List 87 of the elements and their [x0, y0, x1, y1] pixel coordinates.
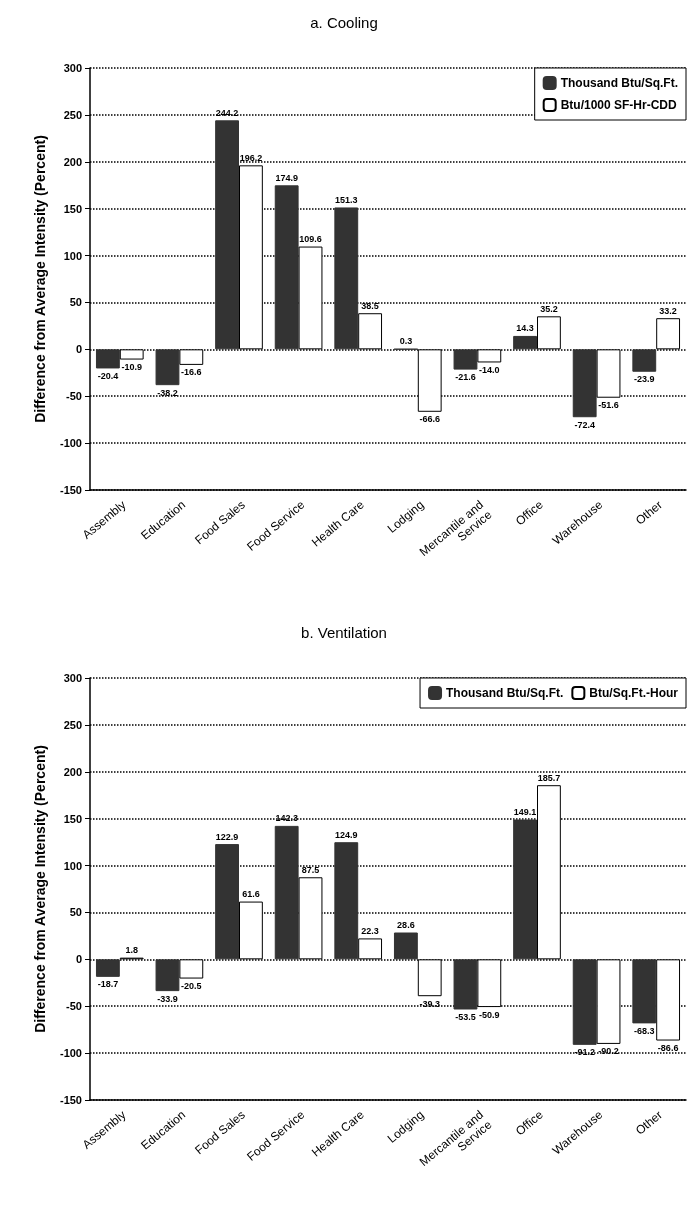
y-tick-label: 100: [63, 859, 82, 872]
data-label: -38.2: [157, 387, 178, 398]
data-label: -20.5: [181, 981, 202, 992]
data-label: -86.6: [657, 1043, 679, 1054]
data-label: 124.9: [335, 829, 358, 840]
y-axis-title: Difference from Average Intensity (Percent): [31, 135, 48, 423]
data-label: -90.2: [598, 1046, 619, 1057]
chart-title: a. Cooling: [310, 14, 378, 31]
data-label: -68.3: [634, 1025, 655, 1036]
y-tick-label: 50: [69, 906, 82, 919]
y-tick-label: 300: [63, 672, 82, 684]
y-tick-label: -100: [59, 437, 82, 450]
data-label: 196.2: [239, 152, 263, 163]
data-label: 38.5: [361, 300, 379, 311]
bar: [155, 349, 180, 386]
data-label: 244.2: [215, 107, 239, 118]
y-tick-label: -150: [59, 484, 82, 496]
data-label: -91.2: [574, 1047, 595, 1058]
bar: [393, 932, 418, 960]
bar: [513, 819, 537, 960]
data-label: -14.0: [479, 364, 500, 375]
bar: [572, 959, 597, 1045]
data-label: 14.3: [516, 323, 534, 334]
bar: [334, 207, 359, 350]
data-label: -72.4: [574, 419, 595, 430]
y-tick-label: -150: [59, 1094, 82, 1106]
data-label: -20.4: [97, 370, 119, 381]
data-label: 33.2: [659, 305, 677, 316]
legend-label: Btu/1000 SF-Hr-CDD: [560, 98, 678, 112]
chart-title: b. Ventilation: [301, 624, 387, 641]
legend-label: Thousand Btu/Sq.Ft.: [560, 76, 679, 90]
y-tick-label: 200: [63, 765, 82, 778]
data-label: 0.3: [399, 336, 413, 347]
data-label: 1.8: [125, 945, 138, 956]
data-label: -18.7: [97, 979, 119, 990]
data-label: 87.5: [301, 864, 320, 875]
data-label: -50.9: [479, 1009, 500, 1020]
legend-label: Btu/Sq.Ft.-Hour: [589, 686, 679, 700]
bar: [155, 959, 180, 992]
data-label: 61.6: [242, 889, 260, 900]
y-tick-label: 250: [63, 718, 82, 731]
bar: [334, 842, 359, 960]
y-tick-label: 250: [63, 108, 82, 121]
data-label: -21.6: [455, 372, 476, 383]
y-tick-label: 50: [69, 296, 82, 309]
bar: [572, 349, 597, 418]
bar: [632, 959, 657, 1024]
data-label: -53.5: [455, 1012, 476, 1022]
y-axis-title: Difference from Average Intensity (Percent): [31, 745, 48, 1033]
data-label: 185.7: [537, 772, 561, 783]
y-tick-label: -100: [59, 1047, 82, 1060]
bar: [215, 120, 239, 350]
data-label: -23.9: [634, 374, 655, 385]
data-label: 122.9: [215, 831, 239, 842]
data-label: 35.2: [540, 303, 558, 314]
data-label: 142.3: [275, 813, 298, 824]
data-label: 151.3: [335, 194, 358, 205]
bar: [453, 349, 478, 370]
y-tick-label: 150: [63, 202, 82, 215]
y-tick-label: 0: [75, 343, 82, 356]
bar: [274, 825, 299, 960]
data-label: -66.6: [419, 414, 440, 425]
data-label: -16.6: [181, 367, 202, 378]
bar: [95, 349, 120, 369]
y-tick-label: 300: [63, 62, 82, 74]
legend-label: Thousand Btu/Sq.Ft.: [446, 686, 564, 700]
data-label: 149.1: [513, 807, 537, 818]
data-label: 22.3: [361, 925, 379, 936]
data-label: 28.6: [397, 920, 415, 931]
y-tick-label: -50: [66, 390, 82, 403]
y-tick-label: 0: [75, 953, 82, 966]
y-tick-label: 100: [63, 249, 82, 262]
bar: [513, 335, 537, 350]
y-tick-label: 200: [63, 155, 82, 168]
data-label: -51.6: [598, 400, 619, 411]
data-label: -39.3: [419, 998, 440, 1009]
bar: [274, 185, 299, 350]
data-label: -33.9: [157, 993, 178, 1004]
y-tick-label: 150: [63, 812, 82, 825]
bar: [215, 844, 239, 960]
data-label: 174.9: [275, 172, 298, 183]
bar: [95, 959, 120, 977]
bar: [632, 349, 657, 372]
data-label: -10.9: [121, 362, 142, 373]
data-label: 109.6: [299, 234, 322, 245]
bar: [453, 959, 478, 1010]
y-tick-label: -50: [66, 1000, 82, 1013]
